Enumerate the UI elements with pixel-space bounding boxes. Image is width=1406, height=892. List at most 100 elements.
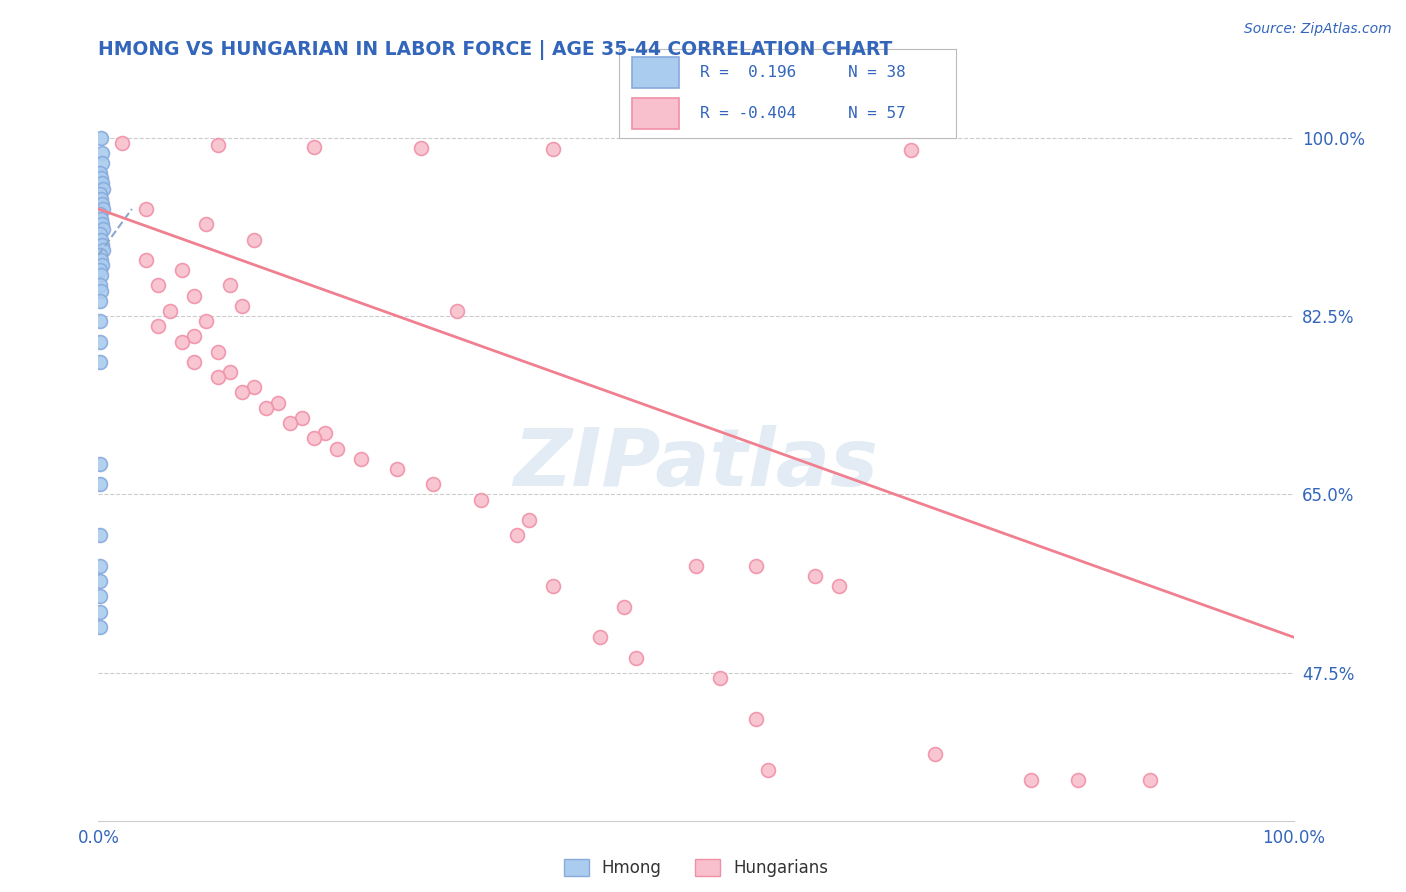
Point	[89, 457, 111, 471]
Point	[90, 284, 112, 298]
Text: ZIPatlas: ZIPatlas	[513, 425, 879, 503]
Point	[91, 243, 114, 257]
Point	[470, 492, 492, 507]
Point	[183, 355, 205, 369]
Point	[207, 370, 229, 384]
Point	[422, 477, 444, 491]
Point	[1139, 772, 1161, 787]
Point	[517, 513, 540, 527]
Text: Source: ZipAtlas.com: Source: ZipAtlas.com	[1244, 22, 1392, 37]
Point	[446, 304, 468, 318]
Point	[326, 442, 349, 456]
Text: R =  0.196: R = 0.196	[700, 65, 796, 80]
Point	[89, 186, 111, 201]
Point	[613, 599, 636, 614]
Point	[90, 192, 112, 206]
Point	[231, 385, 253, 400]
Point	[89, 590, 111, 604]
Point	[411, 141, 433, 155]
Point	[90, 268, 112, 283]
Point	[89, 334, 111, 349]
Point	[90, 252, 112, 267]
Point	[804, 569, 827, 583]
Point	[89, 558, 111, 573]
Point	[91, 145, 114, 160]
Point	[90, 233, 112, 247]
Point	[89, 314, 111, 328]
Point	[541, 579, 564, 593]
Point	[924, 747, 946, 762]
Bar	[633, 57, 679, 88]
Point	[148, 319, 170, 334]
Point	[90, 212, 112, 227]
Point	[745, 558, 768, 573]
Point	[89, 263, 111, 277]
Point	[231, 299, 253, 313]
Point	[745, 712, 768, 726]
Point	[315, 426, 337, 441]
Point	[194, 217, 218, 231]
Point	[91, 202, 114, 216]
Point	[254, 401, 277, 415]
Point	[183, 288, 205, 302]
Point	[828, 579, 851, 593]
Point	[89, 293, 111, 308]
Point	[302, 140, 325, 154]
Point	[626, 650, 648, 665]
Point	[90, 171, 112, 186]
Point	[709, 671, 731, 685]
Point	[243, 380, 266, 394]
Point	[91, 217, 114, 231]
Point	[207, 137, 229, 152]
Point	[135, 252, 157, 267]
Point	[183, 329, 205, 343]
Point	[1019, 772, 1042, 787]
Point	[90, 130, 112, 145]
Point	[91, 156, 114, 170]
Point	[350, 451, 373, 466]
Point	[541, 142, 564, 156]
Point	[207, 344, 229, 359]
Point	[172, 334, 194, 349]
Point	[135, 202, 157, 216]
Point	[89, 166, 111, 180]
Point	[172, 263, 194, 277]
Point	[91, 197, 114, 211]
Bar	[633, 98, 679, 129]
Point	[506, 528, 529, 542]
Point	[91, 181, 114, 195]
Point	[278, 416, 301, 430]
Point	[1067, 772, 1090, 787]
Point	[385, 462, 409, 476]
Point	[302, 431, 325, 445]
Point	[219, 365, 242, 379]
Point	[291, 411, 314, 425]
Point	[148, 278, 170, 293]
Point	[89, 574, 111, 588]
Point	[89, 477, 111, 491]
Point	[89, 528, 111, 542]
Point	[89, 207, 111, 221]
Point	[111, 136, 134, 150]
Point	[756, 763, 779, 777]
Point	[89, 278, 111, 293]
Point	[243, 233, 266, 247]
Text: N = 57: N = 57	[848, 106, 905, 121]
Point	[89, 620, 111, 634]
Point	[219, 278, 242, 293]
Point	[900, 143, 922, 157]
Point	[89, 605, 111, 619]
Point	[91, 237, 114, 252]
Point	[685, 558, 707, 573]
Point	[91, 177, 114, 191]
Point	[159, 304, 181, 318]
Text: R = -0.404: R = -0.404	[700, 106, 796, 121]
Point	[89, 227, 111, 242]
Point	[89, 248, 111, 262]
Point	[194, 314, 218, 328]
Point	[91, 222, 114, 236]
Point	[89, 355, 111, 369]
Point	[589, 630, 612, 644]
Point	[267, 395, 290, 409]
Text: HMONG VS HUNGARIAN IN LABOR FORCE | AGE 35-44 CORRELATION CHART: HMONG VS HUNGARIAN IN LABOR FORCE | AGE …	[98, 40, 893, 60]
